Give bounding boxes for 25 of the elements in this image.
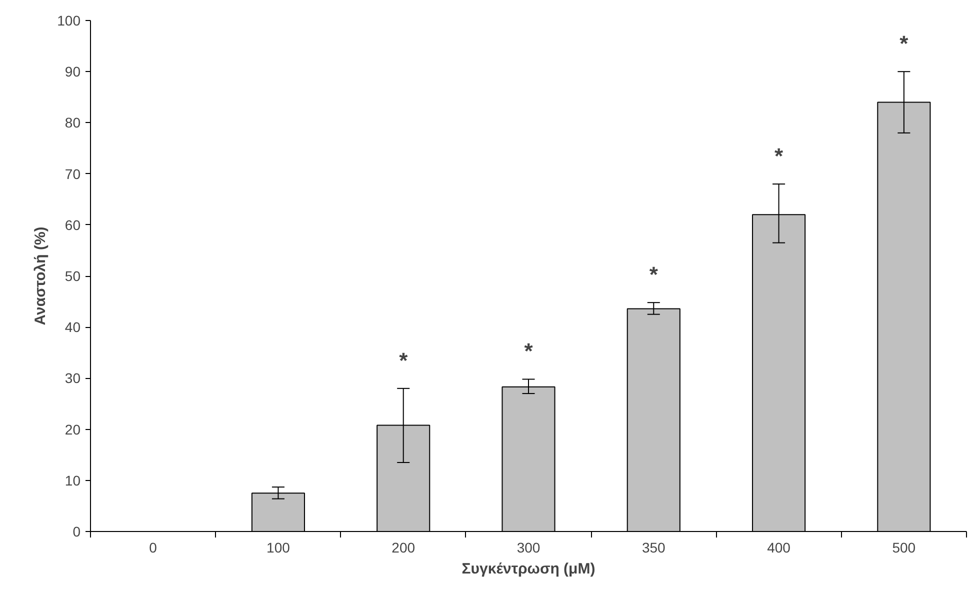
y-tick-label: 100 bbox=[57, 12, 81, 28]
y-tick-label: 80 bbox=[64, 114, 81, 131]
annotation: * bbox=[399, 348, 408, 373]
y-tick-label: 0 bbox=[72, 524, 81, 540]
annotation: * bbox=[900, 31, 909, 56]
x-tick-label: 350 bbox=[642, 540, 666, 556]
x-tick-label: 100 bbox=[266, 540, 290, 556]
x-tick-label: 500 bbox=[892, 540, 916, 556]
y-tick-label: 70 bbox=[64, 166, 81, 182]
x-tick-label: 200 bbox=[392, 540, 416, 556]
annotation: * bbox=[649, 262, 658, 288]
y-tick-label: 30 bbox=[64, 370, 81, 386]
y-tick-label: 40 bbox=[64, 319, 81, 336]
y-tick-label: 90 bbox=[64, 64, 81, 80]
x-axis-title: Συγκέντρωση (μM) bbox=[462, 560, 596, 578]
y-tick-label: 20 bbox=[64, 421, 81, 438]
y-axis-title: Αναστολή (%) bbox=[32, 226, 50, 326]
y-tick-label: 50 bbox=[64, 268, 81, 284]
y-tick-label: 60 bbox=[64, 216, 81, 233]
y-tick-label: 10 bbox=[64, 472, 81, 488]
x-tick-label: 300 bbox=[516, 540, 540, 556]
annotation: * bbox=[774, 144, 784, 169]
x-tick-label: 0 bbox=[149, 540, 158, 556]
x-tick-label: 400 bbox=[767, 540, 791, 556]
annotation: * bbox=[524, 338, 534, 364]
